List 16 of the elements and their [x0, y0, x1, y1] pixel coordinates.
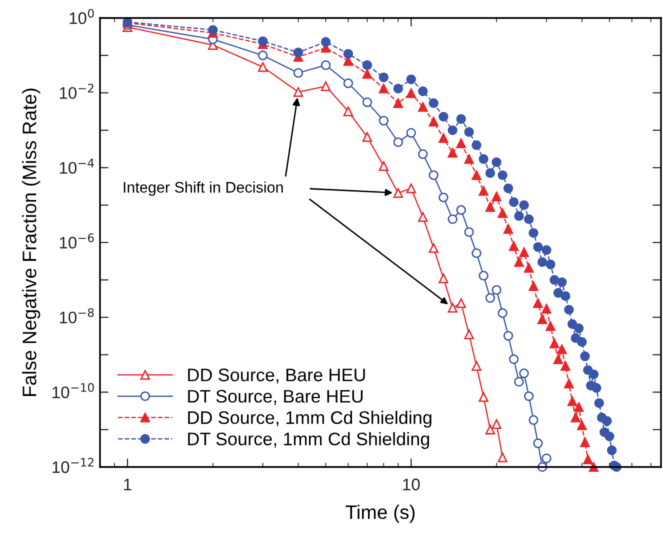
y-tick-label: 10$^{0}$ — [70, 8, 94, 24]
legend-label: DD Source, 1mm Cd Shielding — [188, 410, 432, 428]
y-tick-label: 10$^{−6}$ — [60, 233, 94, 249]
x-tick-label: 10 — [403, 478, 420, 490]
legend-label: DT Source, Bare HEU — [188, 390, 363, 405]
y-tick-label: 10$^{−10}$ — [52, 383, 94, 398]
legend-label: DT Source, 1mm Cd Shielding — [188, 432, 430, 449]
y-tick-label: 10$^{−12}$ — [52, 458, 94, 474]
y-tick-label: 10$^{−4}$ — [60, 158, 94, 174]
legend-label: DD Source, Bare HEU — [188, 368, 365, 384]
x-axis-title: Time (s) — [346, 504, 415, 523]
y-tick-label: 10$^{−2}$ — [60, 84, 94, 99]
x-tick-label: 1 — [124, 478, 132, 490]
y-axis-title: False Negative Fraction (Miss Rate) — [22, 88, 40, 396]
annotation: Integer Shift in Decision — [124, 182, 283, 196]
y-tick-label: 10$^{−8}$ — [60, 308, 94, 324]
